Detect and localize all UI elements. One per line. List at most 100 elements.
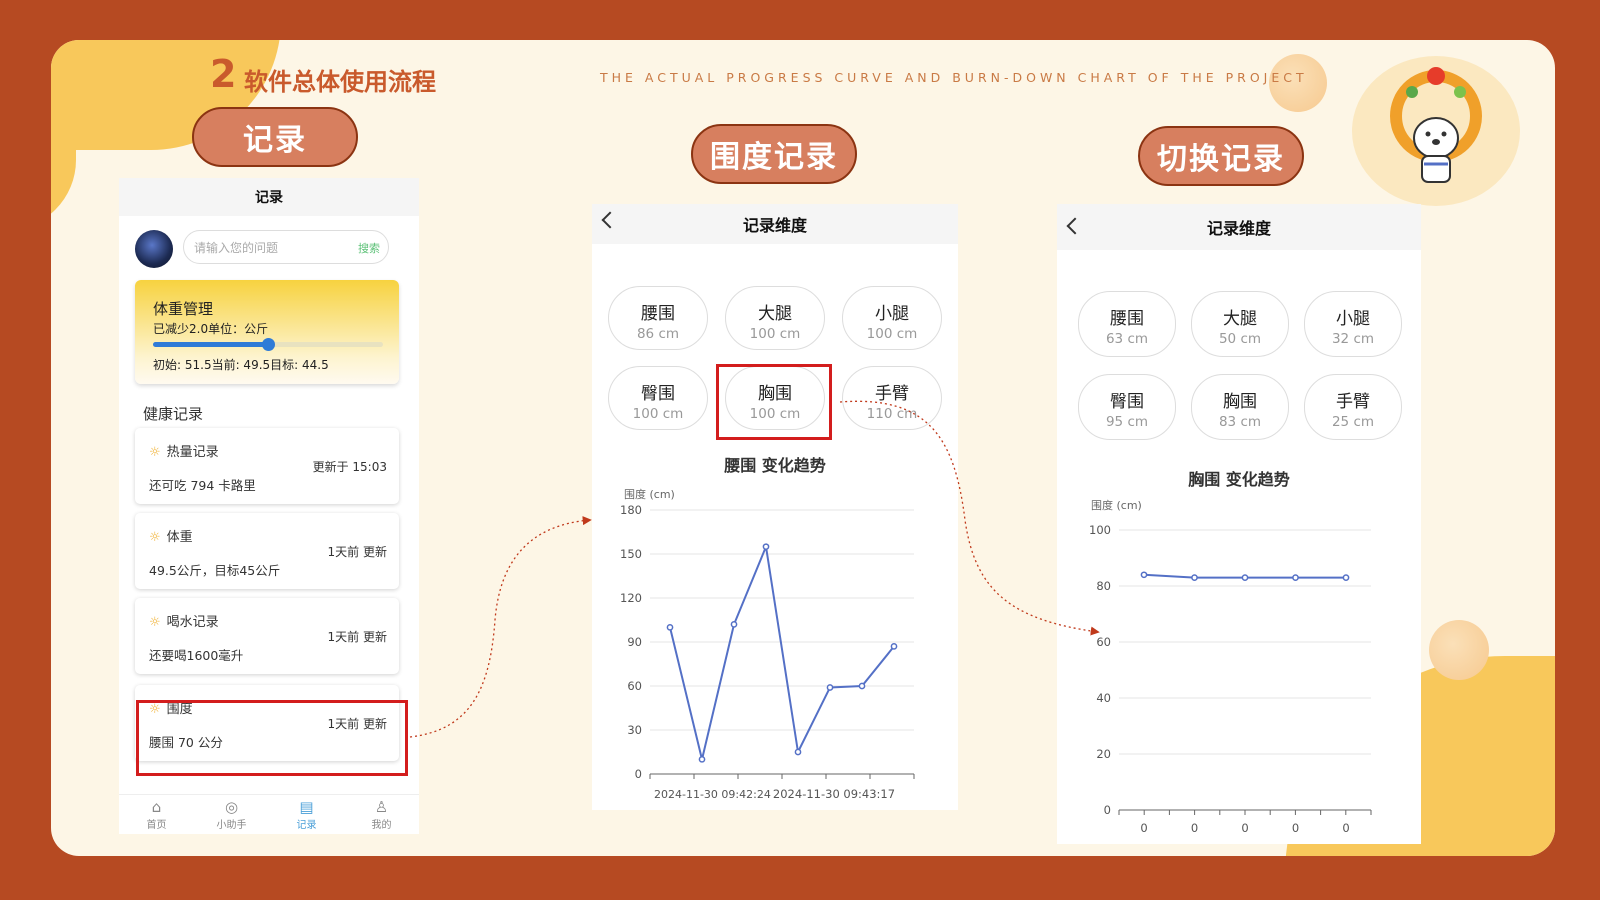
y-tick-label: 60 [627, 679, 642, 693]
phone-switch-screen: 记录维度 腰围 63 cm 大腿 50 cm 小腿 32 cm 臀围 95 cm 胸围 8… [1057, 204, 1421, 844]
tab-label: 记录 [296, 819, 317, 831]
record-icon: ▤ [299, 797, 314, 816]
record-item-calories[interactable]: ☼ 热量记录 更新于 15:03 还可吃 794 卡路里 [135, 428, 399, 504]
record-desc: 49.5公斤，目标45公斤 [149, 563, 281, 578]
y-tick-label: 80 [1096, 579, 1111, 593]
tab-label: 首页 [146, 819, 167, 831]
chip-thigh[interactable]: 大腿 50 cm [1191, 291, 1289, 357]
series-line [669, 542, 895, 760]
chip-value: 100 cm [749, 406, 801, 422]
weight-progress-bar [153, 338, 383, 351]
chip-value: 32 cm [1331, 331, 1375, 347]
avatar[interactable] [135, 230, 173, 268]
chip-name: 胸围 [1223, 392, 1257, 412]
chip-waist[interactable]: 腰围 86 cm [608, 286, 708, 350]
y-tick-label: 40 [1096, 691, 1111, 705]
search-input[interactable]: 请输入您的问题 搜索 [183, 230, 389, 264]
chip-value: 25 cm [1331, 414, 1375, 430]
weight-management-card[interactable]: 体重管理 已减少2.0单位：公斤 初始: 51.5当前: 49.5目标: 44.… [135, 280, 399, 384]
tab-mine[interactable]: ♙ 我的 [344, 795, 419, 834]
record-desc: 还要喝1600毫升 [149, 648, 244, 663]
decor-dot [1269, 54, 1327, 112]
chip-calf[interactable]: 小腿 32 cm [1304, 291, 1402, 357]
record-name: 体重 [166, 530, 193, 545]
tab-record[interactable]: ▤ 记录 [269, 795, 344, 834]
y-axis-unit: 围度 (cm) [624, 487, 675, 501]
data-point [698, 755, 706, 763]
record-updated: 更新于 15:03 [312, 460, 387, 474]
decor-dot [1429, 620, 1489, 680]
y-tick-label: 90 [627, 635, 642, 649]
chip-thigh[interactable]: 大腿 100 cm [725, 286, 825, 350]
chip-waist[interactable]: 腰围 63 cm [1078, 291, 1176, 357]
weight-card-info: 初始: 51.5当前: 49.5目标: 44.5 [153, 358, 329, 372]
chip-value: 86 cm [636, 326, 680, 342]
tab-label: 小助手 [216, 819, 247, 831]
data-point [1241, 574, 1249, 581]
x-tick-label: 0 [1191, 821, 1198, 835]
screen-header: 记录维度 [592, 204, 958, 244]
highlight-box [136, 700, 408, 776]
record-item-girth[interactable]: ☼ 围度 1天前 更新 腰围 70 公分 [135, 685, 399, 761]
phone-record-screen: 记录 请输入您的问题 搜索 体重管理 已减少2.0单位：公斤 初始: 51.5当… [119, 178, 419, 834]
chip-arm[interactable]: 手臂 25 cm [1304, 374, 1402, 440]
chart-title: 胸围 变化趋势 [1188, 470, 1290, 489]
record-updated: 1天前 更新 [327, 717, 387, 731]
record-item-weight[interactable]: ☼ 体重 1天前 更新 49.5公斤，目标45公斤 [135, 513, 399, 589]
y-tick-label: 120 [620, 591, 642, 605]
connector-arrow [409, 516, 592, 738]
record-desc: 腰围 70 公分 [149, 735, 223, 750]
chip-value: 110 cm [866, 406, 918, 422]
pill-record: 记录 [192, 107, 358, 167]
chip-value: 100 cm [632, 406, 684, 422]
mascot-illustration [1390, 67, 1482, 183]
x-tick-label: 0 [1342, 821, 1349, 835]
y-tick-label: 20 [1096, 747, 1111, 761]
chip-hip[interactable]: 臀围 100 cm [608, 366, 708, 430]
chip-name: 大腿 [758, 304, 792, 324]
sun-icon: ☼ [149, 445, 161, 460]
chest-trend-chart: 围度 (cm) 0 20 40 60 80 100 0 0 0 0 0 [1089, 498, 1372, 835]
y-axis-unit: 围度 (cm) [1091, 498, 1142, 512]
chip-name: 腰围 [1110, 309, 1144, 329]
data-point [666, 623, 674, 631]
data-point [890, 643, 898, 650]
search-button[interactable]: 搜索 [358, 242, 380, 255]
data-point [1140, 571, 1148, 579]
record-updated: 1天前 更新 [327, 545, 387, 559]
chip-name: 臀围 [641, 384, 675, 404]
sun-icon: ☼ [149, 702, 161, 717]
chip-arm[interactable]: 手臂 110 cm [842, 366, 942, 430]
chip-chest[interactable]: 胸围 100 cm [725, 366, 825, 430]
y-tick-label: 30 [627, 723, 642, 737]
chip-chest[interactable]: 胸围 83 cm [1191, 374, 1289, 440]
chip-calf[interactable]: 小腿 100 cm [842, 286, 942, 350]
compass-icon: ◎ [224, 797, 239, 816]
x-tick-label: 2024-11-30 09:42:24 [654, 788, 771, 801]
chip-name: 手臂 [1336, 392, 1370, 412]
data-point [1191, 574, 1198, 581]
screen-title: 记录维度 [1206, 219, 1271, 238]
weight-progress-knob [262, 338, 275, 351]
highlight-box [716, 364, 832, 440]
record-name: 热量记录 [166, 445, 219, 460]
page-title: 软件总体使用流程 [244, 68, 436, 96]
chip-hip[interactable]: 臀围 95 cm [1078, 374, 1176, 440]
chip-name: 小腿 [875, 304, 909, 324]
x-tick-label: 2024-11-30 09:43:17 [773, 787, 895, 801]
section-number: 2 [210, 52, 237, 96]
y-tick-label: 180 [620, 503, 642, 517]
x-tick-label: 0 [1292, 821, 1299, 835]
mascot-logo [1352, 56, 1520, 206]
chip-name: 腰围 [641, 304, 675, 324]
tab-assistant[interactable]: ◎ 小助手 [194, 795, 269, 834]
record-item-water[interactable]: ☼ 喝水记录 1天前 更新 还要喝1600毫升 [135, 598, 399, 674]
waist-trend-chart: 围度 (cm) 2024-11-30 09:42:24 0 30 60 90 120 15… [620, 487, 915, 801]
chart-title: 腰围 变化趋势 [724, 456, 826, 475]
chip-value: 63 cm [1105, 331, 1149, 347]
sun-icon: ☼ [149, 615, 161, 630]
tab-home[interactable]: ⌂ 首页 [119, 795, 194, 834]
screen-title: 记录维度 [742, 216, 807, 235]
x-tick-label: 0 [1241, 821, 1248, 835]
